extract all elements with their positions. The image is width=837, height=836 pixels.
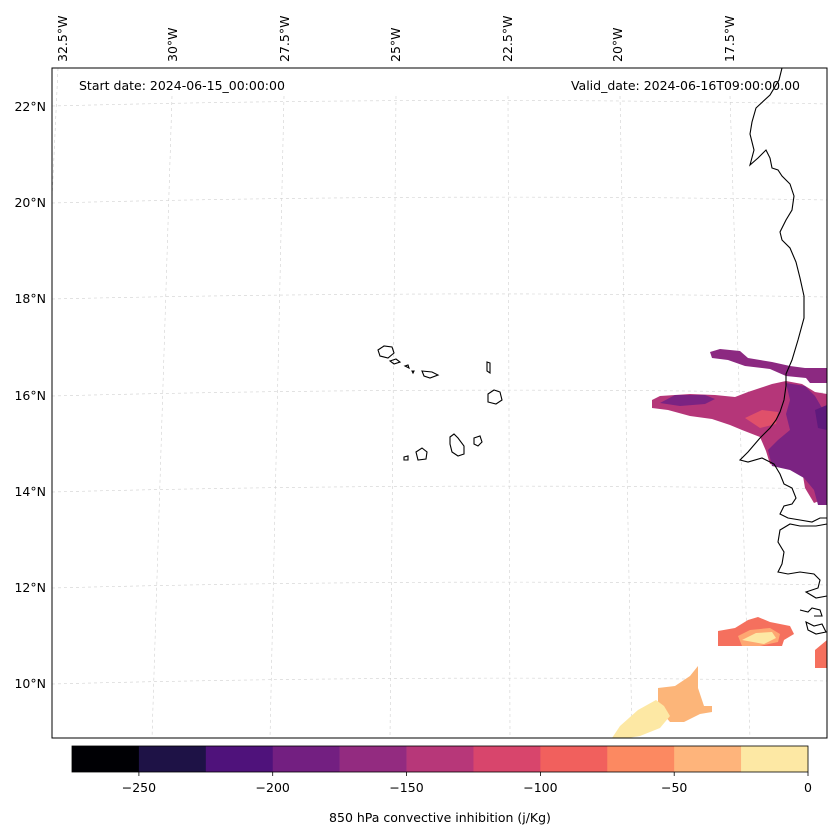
colorbar-ticks (138, 772, 809, 776)
colorbar-tick-0: 0 (804, 780, 812, 795)
colorbar-tick--250: −250 (122, 780, 156, 795)
lat-label-12n: 12°N (14, 580, 46, 595)
coastlines (377, 67, 828, 635)
colorbar: −250 −200 −150 −100 −50 0 850 hPa convec… (71, 745, 812, 825)
lon-label-32-5w: 32.5°W (55, 16, 70, 62)
colorbar-swatch (607, 746, 675, 772)
lat-label-10n: 10°N (14, 676, 46, 691)
colorbar-swatch (540, 746, 608, 772)
colorbar-swatch (674, 746, 742, 772)
cin-region-mid (745, 410, 778, 428)
lon-label-22-5w: 22.5°W (500, 16, 515, 62)
colorbar-swatch (138, 746, 207, 772)
lon-label-17-5w: 17.5°W (722, 16, 737, 62)
maio-island (473, 435, 483, 447)
brava-island (403, 455, 409, 461)
colorbar-swatch (741, 746, 809, 772)
start-date-annotation: Start date: 2024-06-15_00:00:00 (79, 78, 285, 93)
islet (411, 370, 415, 375)
lon-label-30w: 30°W (165, 27, 180, 62)
lat-label-22n: 22°N (14, 99, 46, 114)
sao-nicolau-island (421, 370, 440, 379)
cin-region-deep (815, 405, 827, 430)
colorbar-tick--50: −50 (661, 780, 687, 795)
colorbar-swatch (406, 746, 474, 772)
boa-vista-island (487, 389, 503, 405)
latitude-labels: 22°N 20°N 18°N 16°N 14°N 12°N 10°N (14, 99, 46, 691)
cin-region-north (710, 349, 827, 383)
lat-label-18n: 18°N (14, 291, 46, 306)
colorbar-swatch (72, 746, 140, 772)
africa-coastline (738, 67, 827, 523)
colorbar-frame (71, 745, 809, 773)
cin-region-core (660, 395, 715, 406)
sal-island (486, 361, 491, 375)
valid-date-annotation: Valid_date: 2024-06-16T09:00:00.00 (571, 78, 800, 93)
cin-region-south-3 (742, 632, 776, 644)
lon-label-25w: 25°W (388, 27, 403, 62)
colorbar-label: 850 hPa convective inhibition (j/Kg) (329, 810, 551, 825)
lat-label-14n: 14°N (14, 484, 46, 499)
lon-label-27-5w: 27.5°W (277, 16, 292, 62)
africa-coastline-south (777, 523, 828, 599)
colorbar-swatch (272, 746, 340, 772)
cin-region-plume-1 (658, 666, 712, 722)
colorbar-swatch (339, 746, 407, 772)
colorbar-tick--200: −200 (256, 780, 290, 795)
santa-luzia-island (403, 364, 410, 370)
cin-contours (612, 349, 827, 738)
lat-label-16n: 16°N (14, 388, 46, 403)
longitude-labels: 32.5°W 30°W 27.5°W 25°W 22.5°W 20°W 17.5… (55, 16, 737, 62)
lat-label-20n: 20°N (14, 195, 46, 210)
cin-region-southeast (815, 640, 827, 668)
colorbar-swatch (205, 746, 274, 772)
colorbar-tick--100: −100 (523, 780, 557, 795)
bijagos-island (799, 607, 823, 617)
colorbar-swatches (72, 746, 809, 772)
cin-region-core-east (768, 383, 827, 505)
fogo-island (415, 447, 428, 461)
lon-label-20w: 20°W (610, 27, 625, 62)
cin-region-plume-2 (612, 700, 670, 738)
colorbar-tick--150: −150 (389, 780, 423, 795)
map-frame (51, 67, 828, 739)
santiago-island (449, 433, 465, 457)
sao-vicente-island (388, 358, 402, 365)
cin-region-west (652, 381, 827, 503)
colorbar-swatch (473, 746, 541, 772)
santo-antao-island (377, 345, 395, 359)
coast-island (805, 620, 827, 635)
